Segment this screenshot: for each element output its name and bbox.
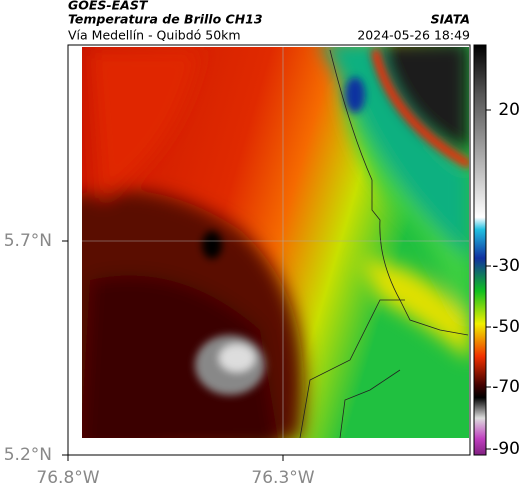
- colorbar-label: -70: [492, 377, 520, 397]
- product-label: GOES-EAST: [68, 0, 149, 13]
- brightness-temperature-image: [82, 47, 469, 438]
- colorbar-label: -30: [492, 256, 520, 276]
- x-tick-label: 76.8°W: [36, 468, 99, 488]
- colorbar-label: -50: [492, 317, 520, 337]
- source: SIATA: [431, 12, 470, 27]
- datetime: 2024-05-26 18:49: [357, 28, 470, 43]
- colorbar: [473, 44, 487, 456]
- y-tick-label: 5.7°N: [4, 231, 52, 251]
- subtitle: Vía Medellín - Quibdó 50km: [68, 28, 241, 43]
- borders: [299, 49, 469, 438]
- colorbar-label: -90: [492, 439, 520, 459]
- title: Temperatura de Brillo CH13: [68, 12, 263, 27]
- y-tick-label: 5.2°N: [4, 445, 52, 465]
- colorbar-label: 20: [498, 100, 520, 120]
- x-tick-label: 76.3°W: [251, 468, 314, 488]
